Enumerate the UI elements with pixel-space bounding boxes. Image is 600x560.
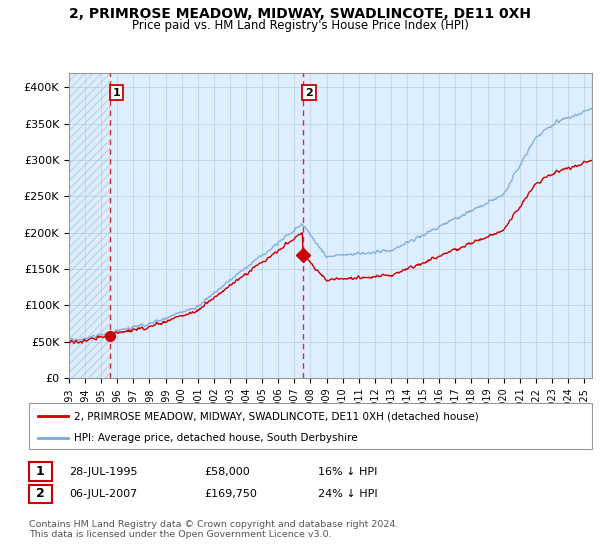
Text: 2: 2 — [36, 487, 44, 501]
Text: 2: 2 — [305, 87, 313, 97]
Text: 2, PRIMROSE MEADOW, MIDWAY, SWADLINCOTE, DE11 0XH (detached house): 2, PRIMROSE MEADOW, MIDWAY, SWADLINCOTE,… — [74, 411, 479, 421]
Text: £169,750: £169,750 — [204, 489, 257, 499]
Text: 1: 1 — [113, 87, 121, 97]
Text: Price paid vs. HM Land Registry's House Price Index (HPI): Price paid vs. HM Land Registry's House … — [131, 19, 469, 32]
Text: HPI: Average price, detached house, South Derbyshire: HPI: Average price, detached house, Sout… — [74, 433, 358, 442]
Text: 28-JUL-1995: 28-JUL-1995 — [69, 466, 137, 477]
Text: 1: 1 — [36, 465, 44, 478]
Text: 2, PRIMROSE MEADOW, MIDWAY, SWADLINCOTE, DE11 0XH: 2, PRIMROSE MEADOW, MIDWAY, SWADLINCOTE,… — [69, 7, 531, 21]
Text: £58,000: £58,000 — [204, 466, 250, 477]
Text: 06-JUL-2007: 06-JUL-2007 — [69, 489, 137, 499]
Text: 24% ↓ HPI: 24% ↓ HPI — [318, 489, 377, 499]
Text: Contains HM Land Registry data © Crown copyright and database right 2024.
This d: Contains HM Land Registry data © Crown c… — [29, 520, 398, 539]
Text: 16% ↓ HPI: 16% ↓ HPI — [318, 466, 377, 477]
